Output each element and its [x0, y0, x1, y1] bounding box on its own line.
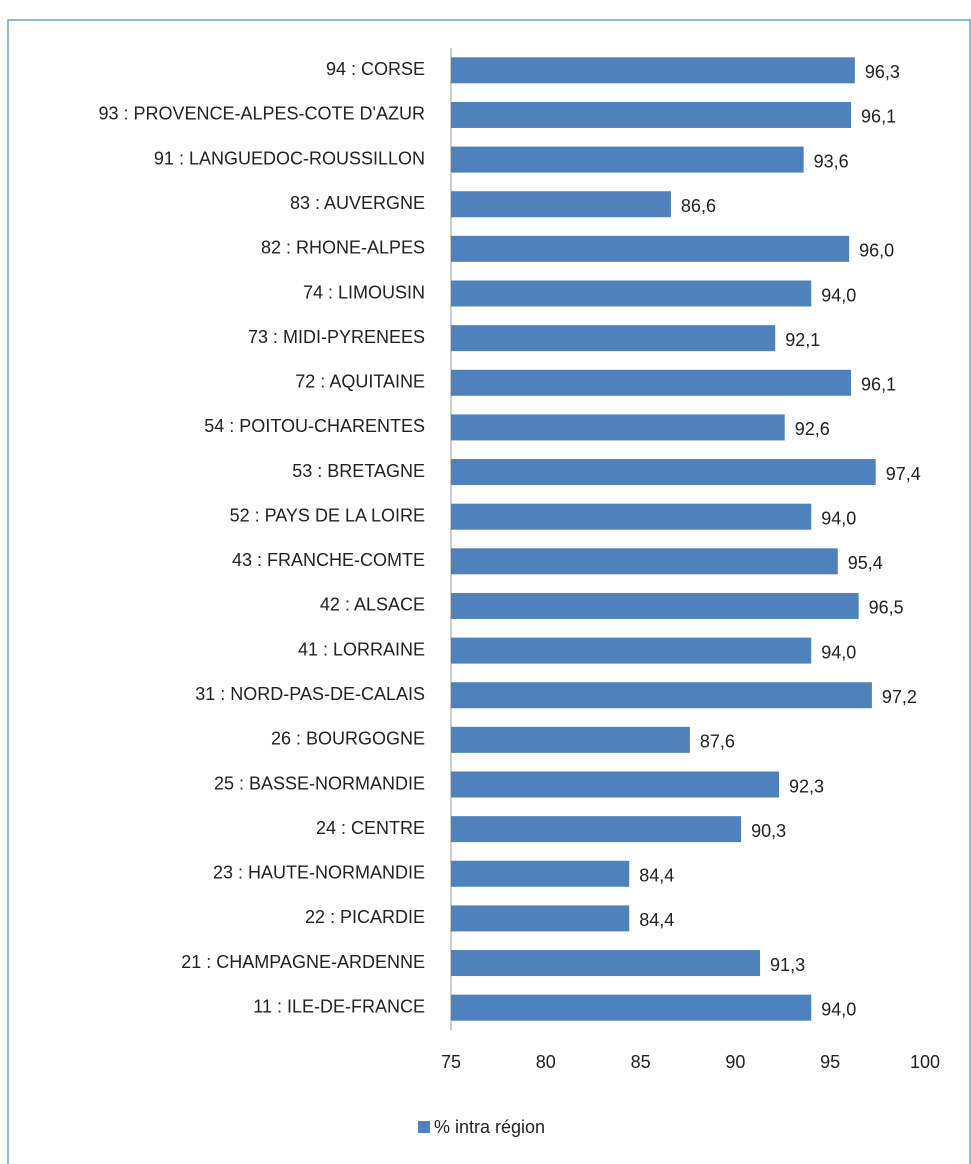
category-label: 22 : PICARDIE [305, 907, 425, 927]
category-label: 25 : BASSE-NORMANDIE [214, 773, 425, 793]
x-tick-label: 100 [910, 1052, 940, 1072]
x-tick-label: 75 [441, 1052, 461, 1072]
value-label: 86,6 [681, 196, 716, 216]
category-label: 54 : POITOU-CHARENTES [204, 416, 425, 436]
value-label: 94,0 [821, 508, 856, 528]
category-label: 41 : LORRAINE [298, 639, 425, 659]
category-label: 43 : FRANCHE-COMTE [232, 550, 425, 570]
category-label: 72 : AQUITAINE [295, 372, 425, 392]
value-label: 96,3 [865, 62, 900, 82]
bar [451, 57, 855, 84]
value-label: 84,4 [639, 866, 674, 886]
bar [451, 101, 852, 128]
value-label: 96,1 [861, 375, 896, 395]
bar [451, 726, 690, 753]
value-label: 95,4 [848, 553, 883, 573]
bar [451, 548, 838, 575]
bar [451, 503, 812, 530]
legend-swatch [418, 1121, 430, 1133]
bar [451, 459, 876, 486]
category-label: 21 : CHAMPAGNE-ARDENNE [181, 952, 425, 972]
bar [451, 994, 812, 1021]
x-tick-label: 95 [820, 1052, 840, 1072]
value-label: 96,5 [869, 598, 904, 618]
bar [451, 950, 761, 977]
bar [451, 280, 812, 307]
value-label: 92,3 [789, 776, 824, 796]
value-label: 87,6 [700, 732, 735, 752]
value-label: 94,0 [821, 642, 856, 662]
legend-label: % intra région [434, 1117, 545, 1137]
category-label: 11 : ILE-DE-FRANCE [253, 996, 425, 1016]
x-tick-label: 85 [631, 1052, 651, 1072]
x-tick-label: 90 [725, 1052, 745, 1072]
category-label: 53 : BRETAGNE [292, 461, 425, 481]
value-label: 91,3 [770, 955, 805, 975]
bar [451, 860, 630, 887]
category-label: 82 : RHONE-ALPES [261, 238, 425, 258]
bar [451, 369, 852, 396]
category-label: 23 : HAUTE-NORMANDIE [213, 863, 425, 883]
value-label: 84,4 [639, 910, 674, 930]
bar [451, 592, 859, 619]
value-label: 90,3 [751, 821, 786, 841]
bar [451, 682, 872, 709]
value-label: 93,6 [814, 151, 849, 171]
category-label: 74 : LIMOUSIN [303, 282, 425, 302]
value-label: 94,0 [821, 285, 856, 305]
frame [7, 19, 971, 1164]
category-label: 83 : AUVERGNE [290, 193, 425, 213]
bar [451, 637, 812, 664]
value-label: 97,2 [882, 687, 917, 707]
bar [451, 325, 776, 352]
value-label: 96,1 [861, 107, 896, 127]
category-label: 94 : CORSE [326, 59, 425, 79]
value-label: 94,0 [821, 999, 856, 1019]
x-tick-label: 80 [536, 1052, 556, 1072]
category-label: 42 : ALSACE [320, 595, 425, 615]
value-label: 97,4 [886, 464, 921, 484]
bar [451, 905, 630, 932]
value-label: 96,0 [859, 241, 894, 261]
bar [451, 191, 671, 218]
category-label: 24 : CENTRE [316, 818, 425, 838]
category-label: 26 : BOURGOGNE [271, 729, 425, 749]
value-label: 92,6 [795, 419, 830, 439]
bar [451, 414, 785, 441]
bar [451, 816, 742, 843]
bar [451, 235, 850, 262]
category-label: 93 : PROVENCE-ALPES-COTE D'AZUR [98, 104, 425, 124]
category-label: 73 : MIDI-PYRENEES [248, 327, 425, 347]
category-label: 31 : NORD-PAS-DE-CALAIS [195, 684, 425, 704]
bar [451, 146, 804, 173]
category-label: 91 : LANGUEDOC-ROUSSILLON [154, 148, 425, 168]
value-label: 92,1 [785, 330, 820, 350]
bar [451, 771, 780, 798]
category-label: 52 : PAYS DE LA LOIRE [230, 505, 425, 525]
